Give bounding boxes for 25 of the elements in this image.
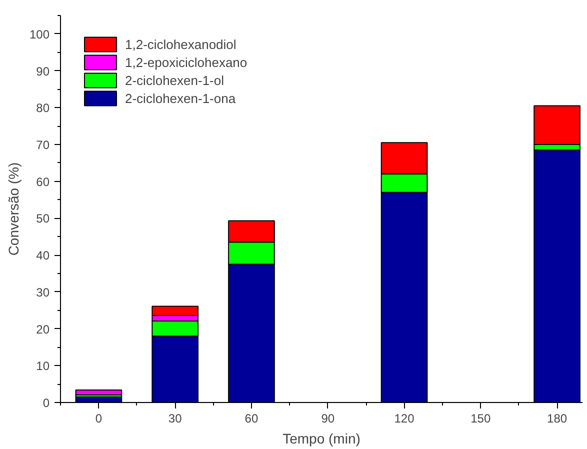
x-tick-label: 0 <box>95 412 102 426</box>
x-tick-label: 150 <box>470 412 491 426</box>
legend-label: 2-ciclohexen-1-ol <box>125 72 224 88</box>
y-tick-label: 70 <box>36 138 50 152</box>
y-tick-label: 30 <box>36 285 50 300</box>
y-tick-label: 50 <box>36 212 50 226</box>
x-tick-label: 60 <box>244 412 258 426</box>
x-tick-label: 180 <box>547 412 568 426</box>
y-tick-label: 60 <box>36 174 50 189</box>
x-tick-label: 90 <box>321 412 335 426</box>
x-axis-title: Tempo (min) <box>282 430 360 446</box>
y-tick-label: 20 <box>36 322 50 336</box>
bar <box>75 389 122 396</box>
y-tick-label: 10 <box>36 359 50 374</box>
x-tick-label: 30 <box>168 412 182 426</box>
y-axis-title: Conversão (%) <box>5 162 22 256</box>
x-tick-label: 120 <box>394 412 415 426</box>
legend-label: 2-ciclohexen-1-ona <box>125 90 236 106</box>
legend-label: 1,2-epoxiciclohexano <box>125 54 248 70</box>
y-tick-label: 0 <box>42 396 50 410</box>
legend-label: 1,2-ciclohexanodiol <box>125 36 236 52</box>
y-tick-label: 40 <box>36 248 50 263</box>
y-tick-label: 90 <box>36 64 50 78</box>
y-tick-label: 80 <box>36 101 50 116</box>
y-tick-label: 100 <box>29 27 50 42</box>
